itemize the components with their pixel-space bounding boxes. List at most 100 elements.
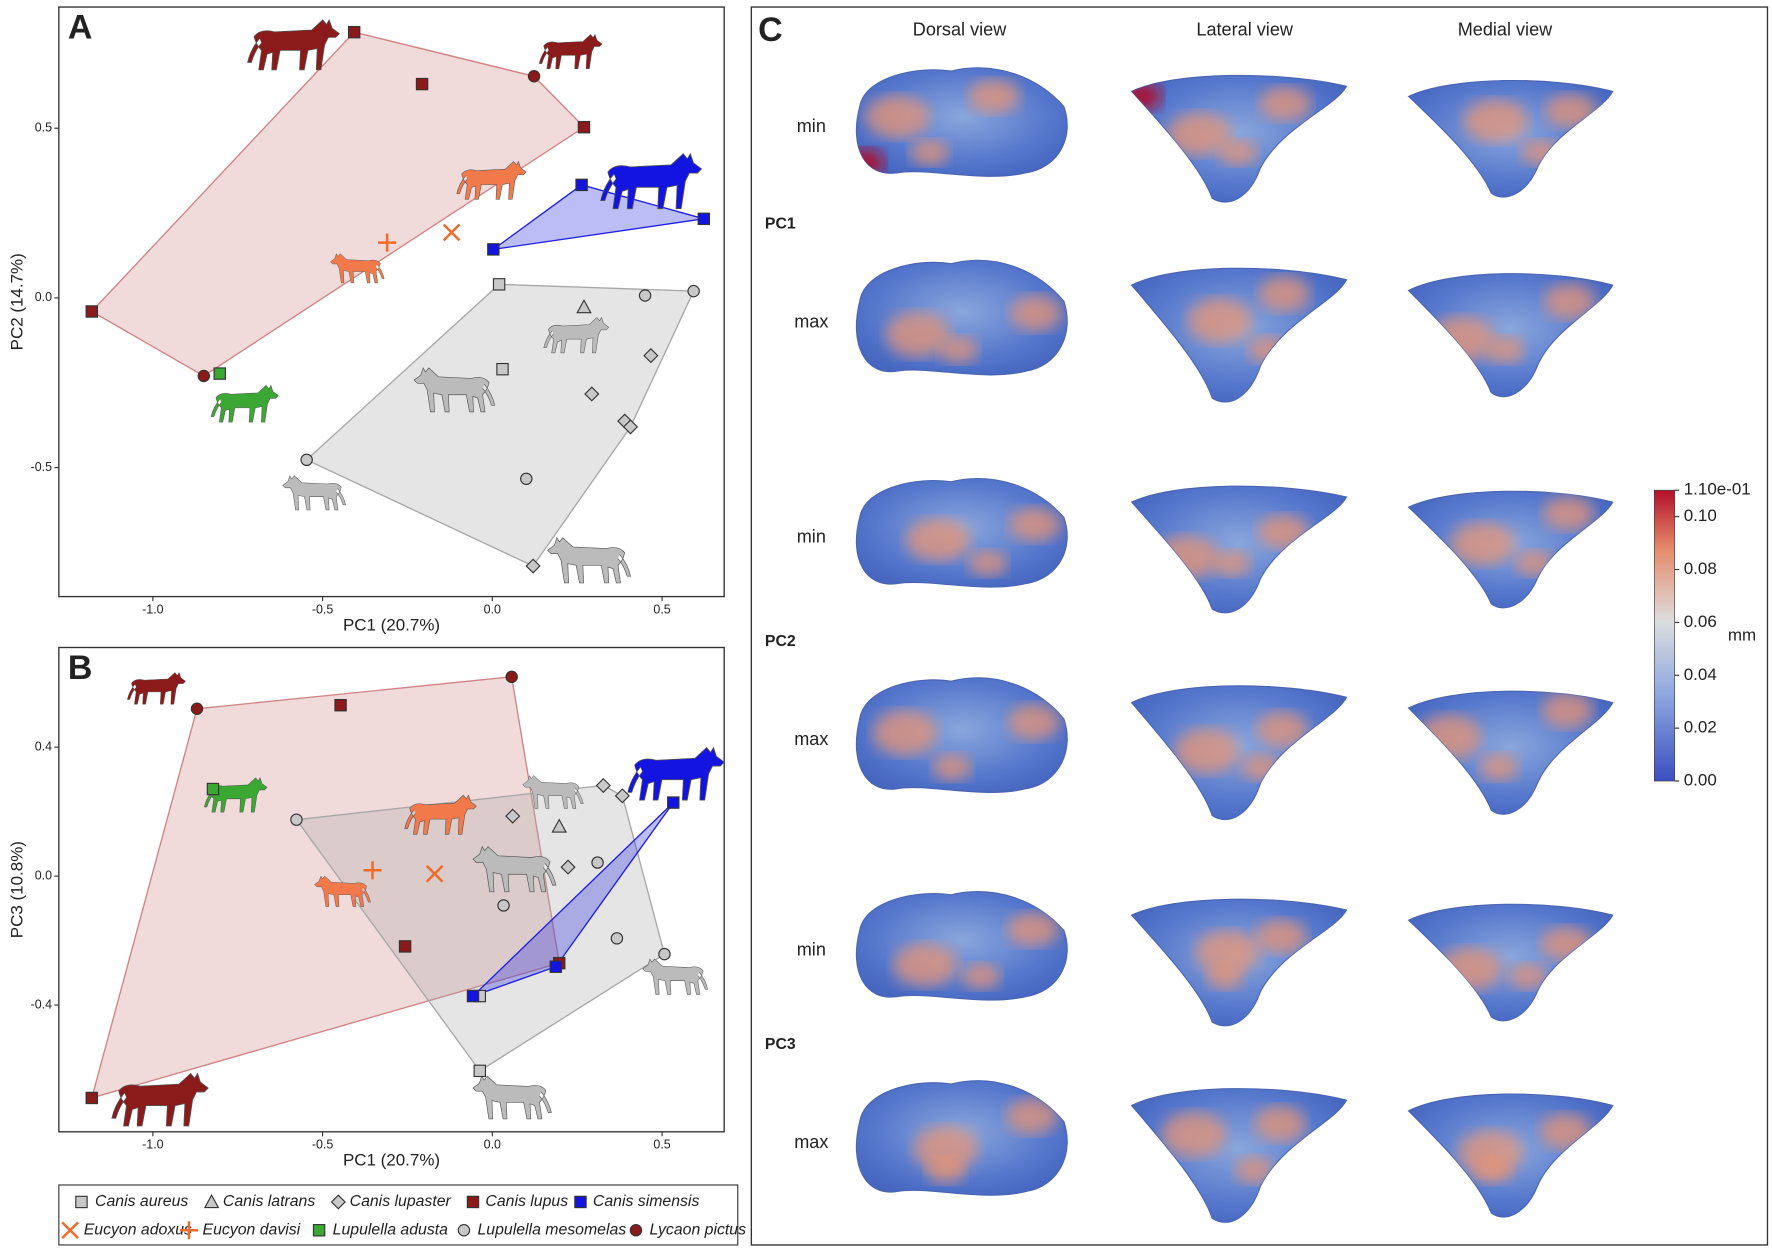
heat-patch xyxy=(910,139,949,166)
point xyxy=(85,305,98,318)
pc-label: PC2 xyxy=(765,633,796,650)
heat-patch xyxy=(926,1156,966,1184)
heat-patch xyxy=(1479,753,1519,781)
heat-patch xyxy=(1234,1156,1274,1184)
point xyxy=(520,472,533,486)
colorbar-tick-label: 0.04 xyxy=(1684,665,1717,684)
heat-patch xyxy=(939,336,978,364)
heat-patch xyxy=(1174,728,1240,774)
heat xyxy=(885,295,1062,364)
surface xyxy=(1131,74,1348,203)
point xyxy=(442,223,461,242)
point xyxy=(290,813,303,826)
heat-patch xyxy=(1256,711,1308,748)
heat-patch xyxy=(1259,86,1312,121)
view-label: Dorsal view xyxy=(913,20,1007,40)
heat-patch xyxy=(968,79,1020,114)
point xyxy=(551,818,567,833)
heat-patch xyxy=(872,710,938,756)
point xyxy=(610,932,624,945)
heat-patch xyxy=(1450,522,1515,566)
heat-patch xyxy=(1508,963,1548,990)
y-axis-label: PC2 (14.7%) xyxy=(8,253,27,350)
surface-render xyxy=(1407,1093,1614,1218)
surface-render xyxy=(855,677,1068,793)
heat-patch xyxy=(1161,1111,1227,1158)
legend-label: Canis lupaster xyxy=(350,1193,452,1210)
legend-label: Eucyon davisi xyxy=(203,1221,301,1238)
heat-patch xyxy=(1247,336,1287,364)
surface-render xyxy=(1131,898,1348,1027)
point xyxy=(591,856,604,869)
point xyxy=(190,702,204,715)
legend-label: Lycaon pictus xyxy=(650,1221,747,1238)
surface-render xyxy=(1407,79,1614,198)
heat-patch xyxy=(1545,93,1597,128)
x-tick-label: 0.0 xyxy=(484,602,501,616)
panel-c-frame xyxy=(750,6,1769,1246)
point xyxy=(505,808,521,824)
heat-patch xyxy=(865,95,930,139)
surface-render xyxy=(1407,690,1614,815)
point xyxy=(473,1064,486,1078)
x-tick-label: -0.5 xyxy=(312,1138,334,1152)
y-tick-label: 0.0 xyxy=(35,868,52,882)
legend-label: Eucyon adoxus xyxy=(84,1221,192,1238)
plot-frame xyxy=(58,646,725,1133)
heat-patch xyxy=(856,148,885,177)
point xyxy=(363,861,382,880)
row-label: max xyxy=(794,1132,828,1152)
y-tick-label: -0.5 xyxy=(31,460,53,474)
surface-render xyxy=(855,67,1068,177)
colorbar-tick-label: 0.10 xyxy=(1684,506,1717,525)
point xyxy=(614,788,630,804)
x-tick-label: 0.0 xyxy=(484,1138,501,1152)
heat xyxy=(893,912,1059,990)
surface-render xyxy=(1407,273,1614,398)
point xyxy=(415,77,429,91)
surface xyxy=(1407,903,1614,1022)
x-tick-label: -1.0 xyxy=(142,602,164,616)
legend-label: Lupulella adusta xyxy=(333,1221,448,1238)
point xyxy=(629,1224,643,1237)
point xyxy=(574,1195,587,1209)
view-label: Lateral view xyxy=(1196,20,1293,40)
point xyxy=(61,1221,79,1240)
row-label: min xyxy=(797,527,826,547)
point xyxy=(85,1091,98,1105)
point xyxy=(197,369,211,383)
surface-render xyxy=(855,259,1068,376)
point xyxy=(398,940,412,953)
row-label: min xyxy=(797,116,826,136)
surface-render xyxy=(855,478,1068,588)
heat-patch xyxy=(1131,82,1162,111)
heat-patch xyxy=(1009,507,1061,542)
surface xyxy=(1131,1088,1348,1223)
point xyxy=(575,178,588,192)
legend-frame xyxy=(58,1184,739,1246)
heat-patch xyxy=(1010,295,1062,332)
pc-label: PC1 xyxy=(765,215,796,232)
point xyxy=(549,960,563,973)
legend-label: Canis latrans xyxy=(223,1193,315,1210)
point xyxy=(622,419,639,435)
hull xyxy=(90,31,586,377)
x-tick-label: 0.5 xyxy=(653,1138,670,1152)
heat-patch xyxy=(1212,550,1251,577)
row-label: min xyxy=(797,940,826,960)
x-tick-label: -1.0 xyxy=(142,1138,164,1152)
heat-patch xyxy=(885,311,950,358)
heat-patch xyxy=(1154,535,1219,579)
legend-label: Canis lupus xyxy=(485,1193,568,1210)
surface-render xyxy=(855,891,1068,1001)
point xyxy=(525,558,541,574)
heat xyxy=(905,507,1061,577)
heat-patch xyxy=(1472,1156,1512,1184)
panel-label: C xyxy=(758,11,783,49)
surface-render xyxy=(1131,1088,1348,1223)
colorbar-tick-label: 0.08 xyxy=(1684,559,1717,578)
x-tick-label: -0.5 xyxy=(312,602,334,616)
legend-label: Canis aureus xyxy=(95,1193,188,1210)
surface xyxy=(1131,485,1348,614)
